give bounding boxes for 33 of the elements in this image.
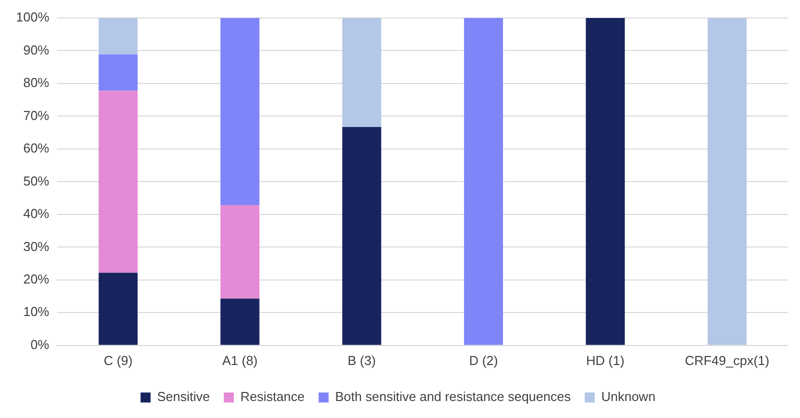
y-tick-label: 80%: [23, 75, 50, 90]
legend-label: Sensitive: [157, 389, 210, 404]
y-tick-label: 50%: [23, 173, 50, 188]
bar: [220, 18, 260, 205]
bar: [464, 18, 504, 345]
bar: [708, 18, 747, 345]
bar: [220, 298, 260, 345]
bar: [220, 204, 260, 299]
y-tick-label: 20%: [23, 272, 50, 286]
legend-label: Unknown: [601, 389, 656, 404]
bar: [586, 18, 625, 345]
y-tick-label: 90%: [23, 42, 50, 58]
y-tick-label: 60%: [23, 140, 50, 156]
bar: [98, 90, 138, 273]
x-tick-label: HD (1): [586, 352, 624, 368]
y-tick-label: 0%: [30, 336, 50, 352]
x-tick-label: D (2): [469, 352, 498, 368]
x-tick-label: CRF49_cpx(1): [684, 352, 770, 368]
y-tick-label: 30%: [23, 238, 50, 254]
y-tick-label: 70%: [23, 108, 50, 123]
bar: [342, 127, 382, 345]
y-tick-label: 10%: [23, 304, 50, 320]
x-tick-label: B (3): [348, 352, 376, 368]
y-tick-label: 40%: [23, 206, 50, 222]
legend-label: Both sensitive and resistance sequences: [335, 389, 572, 404]
x-tick-label: C (9): [104, 352, 133, 368]
y-tick-label: 100%: [16, 10, 50, 25]
bar: [98, 54, 138, 91]
bar: [98, 272, 138, 345]
x-tick-label: A1 (8): [222, 352, 258, 368]
bar: [98, 18, 138, 54]
bar: [342, 18, 382, 128]
legend-label: Resistance: [240, 389, 305, 404]
